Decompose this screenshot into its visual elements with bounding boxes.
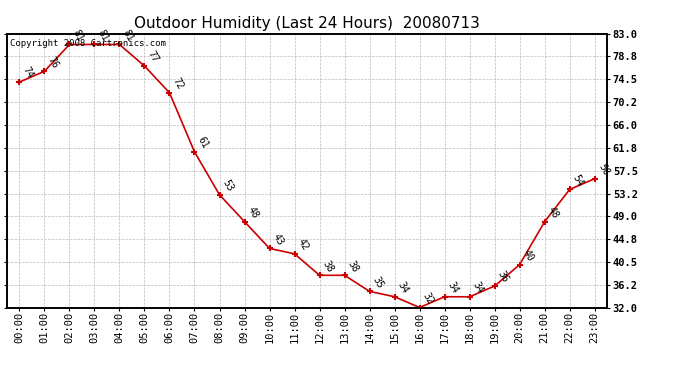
Text: 77: 77 bbox=[146, 50, 160, 64]
Text: 42: 42 bbox=[296, 237, 310, 252]
Text: 54: 54 bbox=[571, 173, 586, 188]
Text: 40: 40 bbox=[521, 248, 535, 263]
Text: 34: 34 bbox=[471, 280, 486, 296]
Text: 36: 36 bbox=[496, 270, 511, 285]
Text: 61: 61 bbox=[196, 135, 210, 150]
Text: 38: 38 bbox=[321, 259, 335, 274]
Text: 81: 81 bbox=[96, 28, 110, 43]
Text: Copyright 2008 Cartronics.com: Copyright 2008 Cartronics.com bbox=[10, 39, 166, 48]
Text: 72: 72 bbox=[171, 76, 186, 92]
Text: 35: 35 bbox=[371, 275, 386, 290]
Text: 48: 48 bbox=[246, 205, 260, 220]
Text: 74: 74 bbox=[21, 66, 35, 81]
Text: 53: 53 bbox=[221, 178, 235, 194]
Text: 34: 34 bbox=[446, 280, 460, 296]
Text: 32: 32 bbox=[421, 291, 435, 306]
Text: 48: 48 bbox=[546, 205, 560, 220]
Text: 81: 81 bbox=[71, 28, 86, 43]
Text: 76: 76 bbox=[46, 55, 60, 70]
Text: 38: 38 bbox=[346, 259, 360, 274]
Text: 34: 34 bbox=[396, 280, 411, 296]
Text: 81: 81 bbox=[121, 28, 135, 43]
Text: 56: 56 bbox=[596, 162, 611, 177]
Title: Outdoor Humidity (Last 24 Hours)  20080713: Outdoor Humidity (Last 24 Hours) 2008071… bbox=[134, 16, 480, 31]
Text: 43: 43 bbox=[271, 232, 286, 247]
